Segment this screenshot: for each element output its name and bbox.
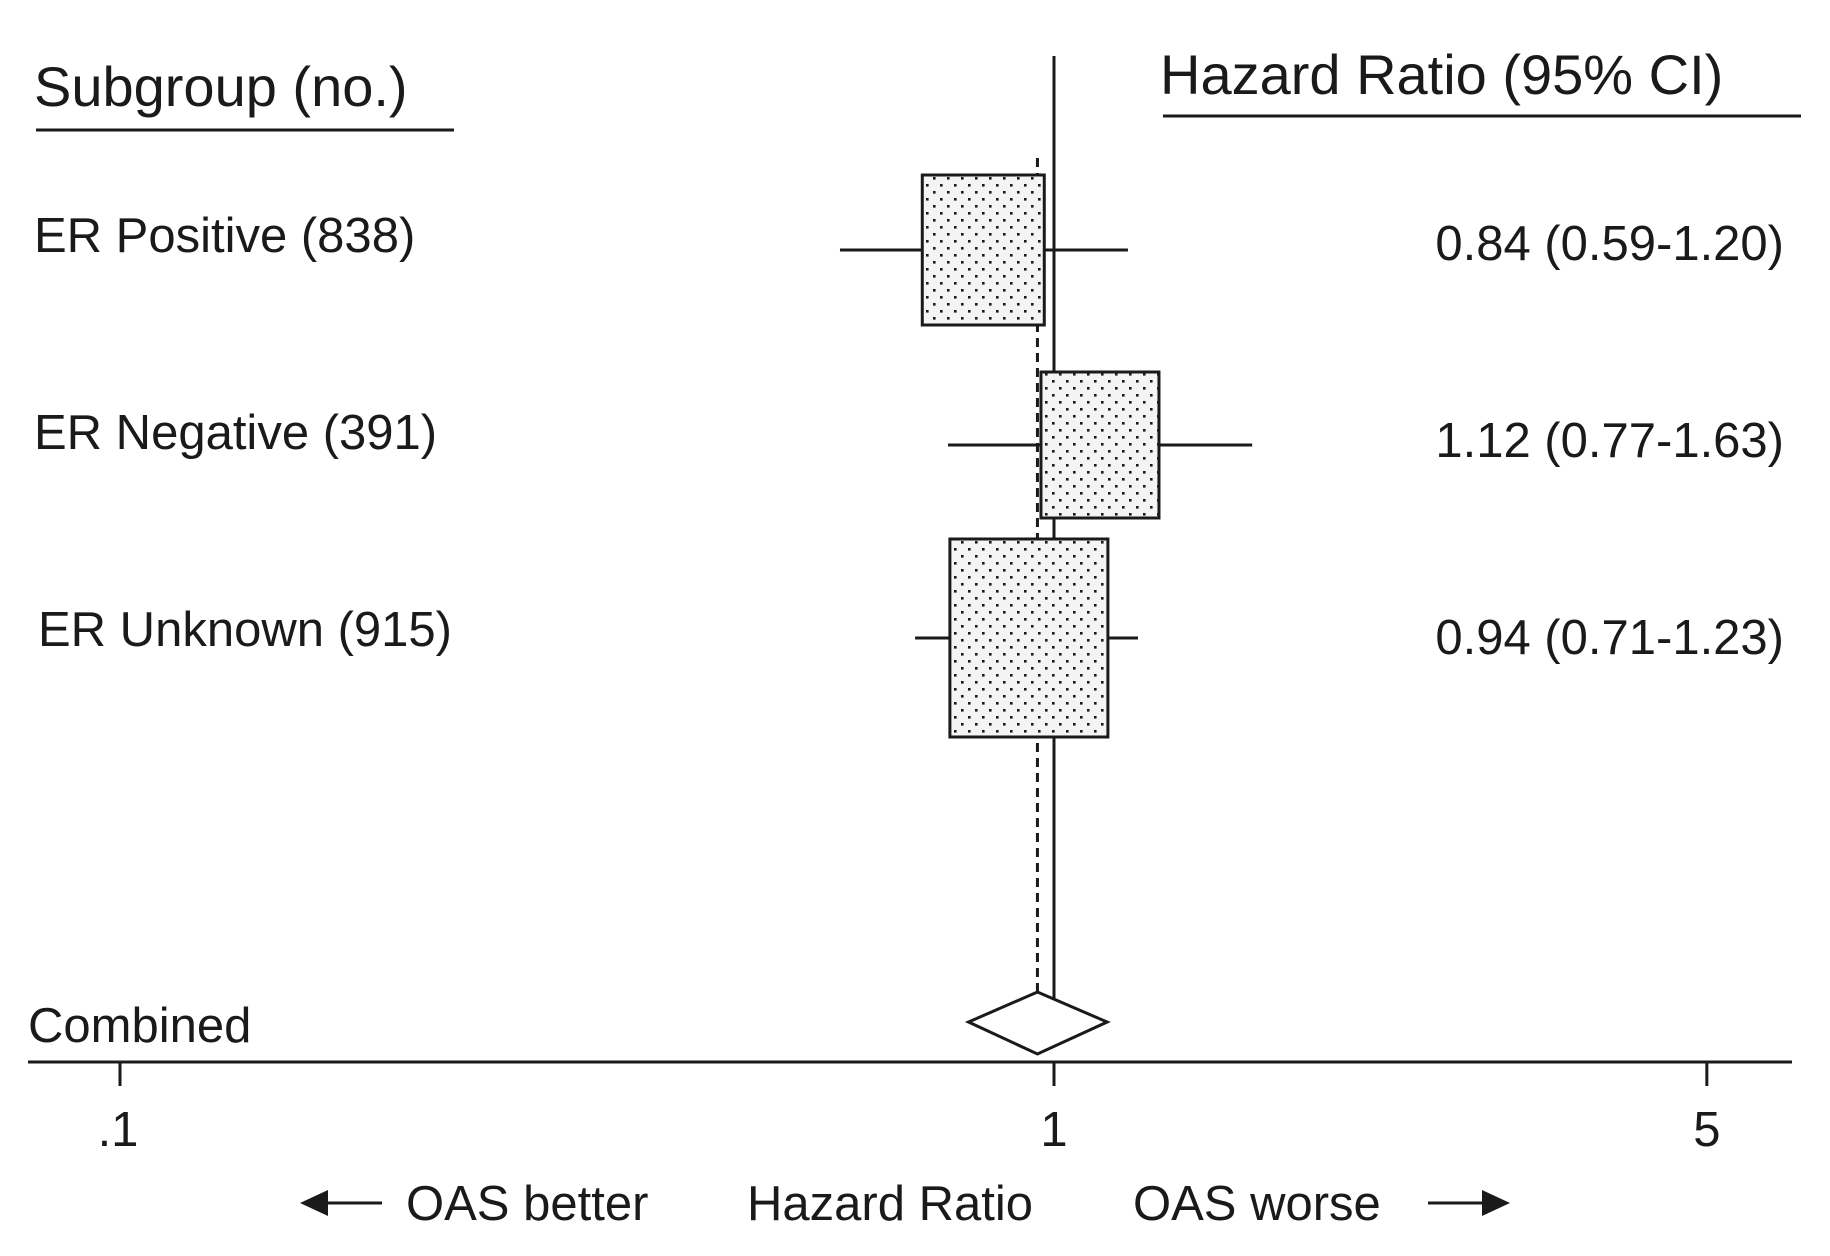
estimate-box-er-negative	[1039, 370, 1161, 520]
subgroup-header: Subgroup (no.)	[34, 55, 408, 118]
hazard-ratio-header: Hazard Ratio (95% CI)	[1160, 43, 1723, 106]
row-label-combined: Combined	[28, 999, 251, 1053]
estimate-box-er-positive	[920, 173, 1046, 327]
right-arrow-icon	[1482, 1190, 1510, 1216]
axis-note-hazard-ratio: Hazard Ratio	[747, 1177, 1033, 1231]
x-tick-label-5: 5	[1693, 1103, 1720, 1157]
x-tick-label-1: 1	[1040, 1103, 1067, 1157]
hr-text-er-unknown: 0.94 (0.71-1.23)	[1435, 611, 1784, 665]
axis-note-oas-worse: OAS worse	[1133, 1177, 1381, 1231]
axis-note-oas-better: OAS better	[406, 1177, 648, 1231]
estimate-box-er-unknown	[948, 537, 1110, 739]
combined-diamond	[964, 990, 1111, 1056]
hr-text-er-positive: 0.84 (0.59-1.20)	[1435, 217, 1784, 271]
row-label-er-negative: ER Negative (391)	[34, 406, 437, 460]
hr-text-er-negative: 1.12 (0.77-1.63)	[1435, 414, 1784, 468]
row-label-er-positive: ER Positive (838)	[34, 209, 415, 263]
row-label-er-unknown: ER Unknown (915)	[38, 603, 452, 657]
x-tick-label-0.1: .1	[98, 1103, 139, 1157]
left-arrow-icon	[300, 1190, 328, 1216]
